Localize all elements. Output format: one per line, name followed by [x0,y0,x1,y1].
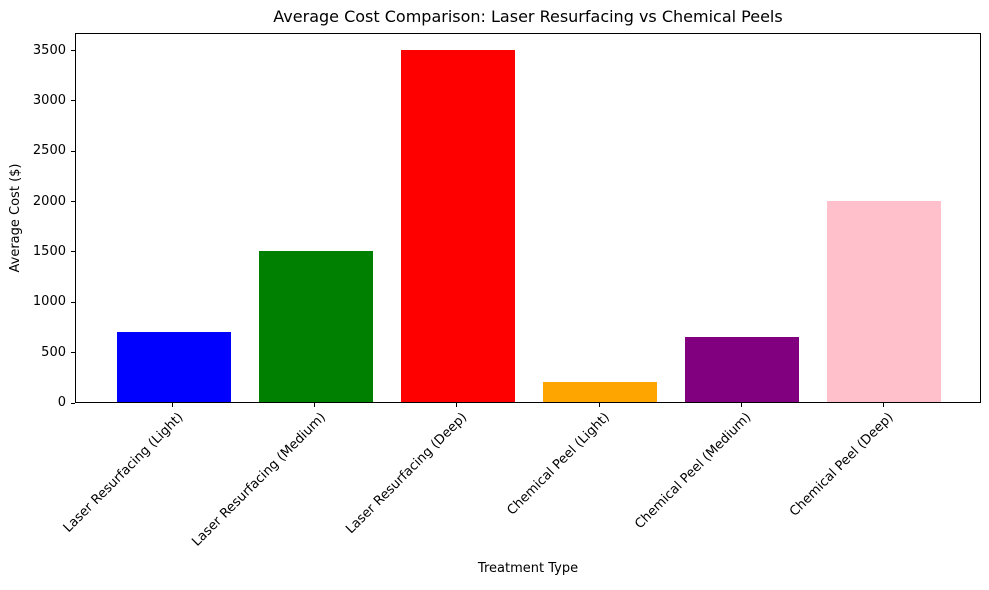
bar-chemical-peel-light [543,381,657,402]
y-tick-mark-0 [71,402,75,404]
bars-layer [76,34,980,402]
y-tick-label-1500: 1500 [32,243,66,259]
x-tick-mark-chemical-peel-light [598,403,600,407]
bar-chemical-peel-medium [685,336,799,402]
x-tick-label-chemical-peel-medium: Chemical Peel (Medium) [632,410,755,533]
y-tick-mark-1000 [71,301,75,303]
y-tick-label-500: 500 [41,344,66,360]
x-tick-mark-laser-resurfacing-light [172,403,174,407]
y-tick-label-3000: 3000 [32,92,66,108]
y-tick-label-1000: 1000 [32,294,66,310]
chart-title: Average Cost Comparison: Laser Resurfaci… [273,7,783,26]
y-tick-mark-3500 [71,50,75,52]
y-tick-label-0: 0 [57,395,66,410]
y-tick-mark-1500 [71,251,75,253]
bar-chemical-peel-deep [827,200,941,402]
y-tick-label-2500: 2500 [32,143,66,159]
bar-laser-resurfacing-light [117,331,231,402]
x-tick-mark-laser-resurfacing-medium [314,403,316,407]
bar-laser-resurfacing-deep [401,49,515,402]
y-tick-label-2000: 2000 [32,193,66,209]
x-tick-label-laser-resurfacing-light: Laser Resurfacing (Light) [60,410,187,536]
plot-area [75,33,981,403]
x-tick-label-laser-resurfacing-deep: Laser Resurfacing (Deep) [343,410,471,537]
y-axis-label: Average Cost ($) [8,163,23,273]
y-tick-mark-2000 [71,201,75,203]
y-tick-label-3500: 3500 [32,42,66,58]
x-tick-label-laser-resurfacing-medium: Laser Resurfacing (Medium) [189,410,329,550]
x-tick-mark-laser-resurfacing-deep [456,403,458,407]
x-axis-label: Treatment Type [477,561,579,576]
y-tick-mark-500 [71,352,75,354]
y-tick-mark-3000 [71,100,75,102]
x-tick-label-chemical-peel-light: Chemical Peel (Light) [504,410,613,519]
x-tick-mark-chemical-peel-deep [882,403,884,407]
y-tick-mark-2500 [71,150,75,152]
x-tick-mark-chemical-peel-medium [740,403,742,407]
x-tick-label-chemical-peel-deep: Chemical Peel (Deep) [787,410,897,520]
bar-laser-resurfacing-medium [259,250,373,402]
